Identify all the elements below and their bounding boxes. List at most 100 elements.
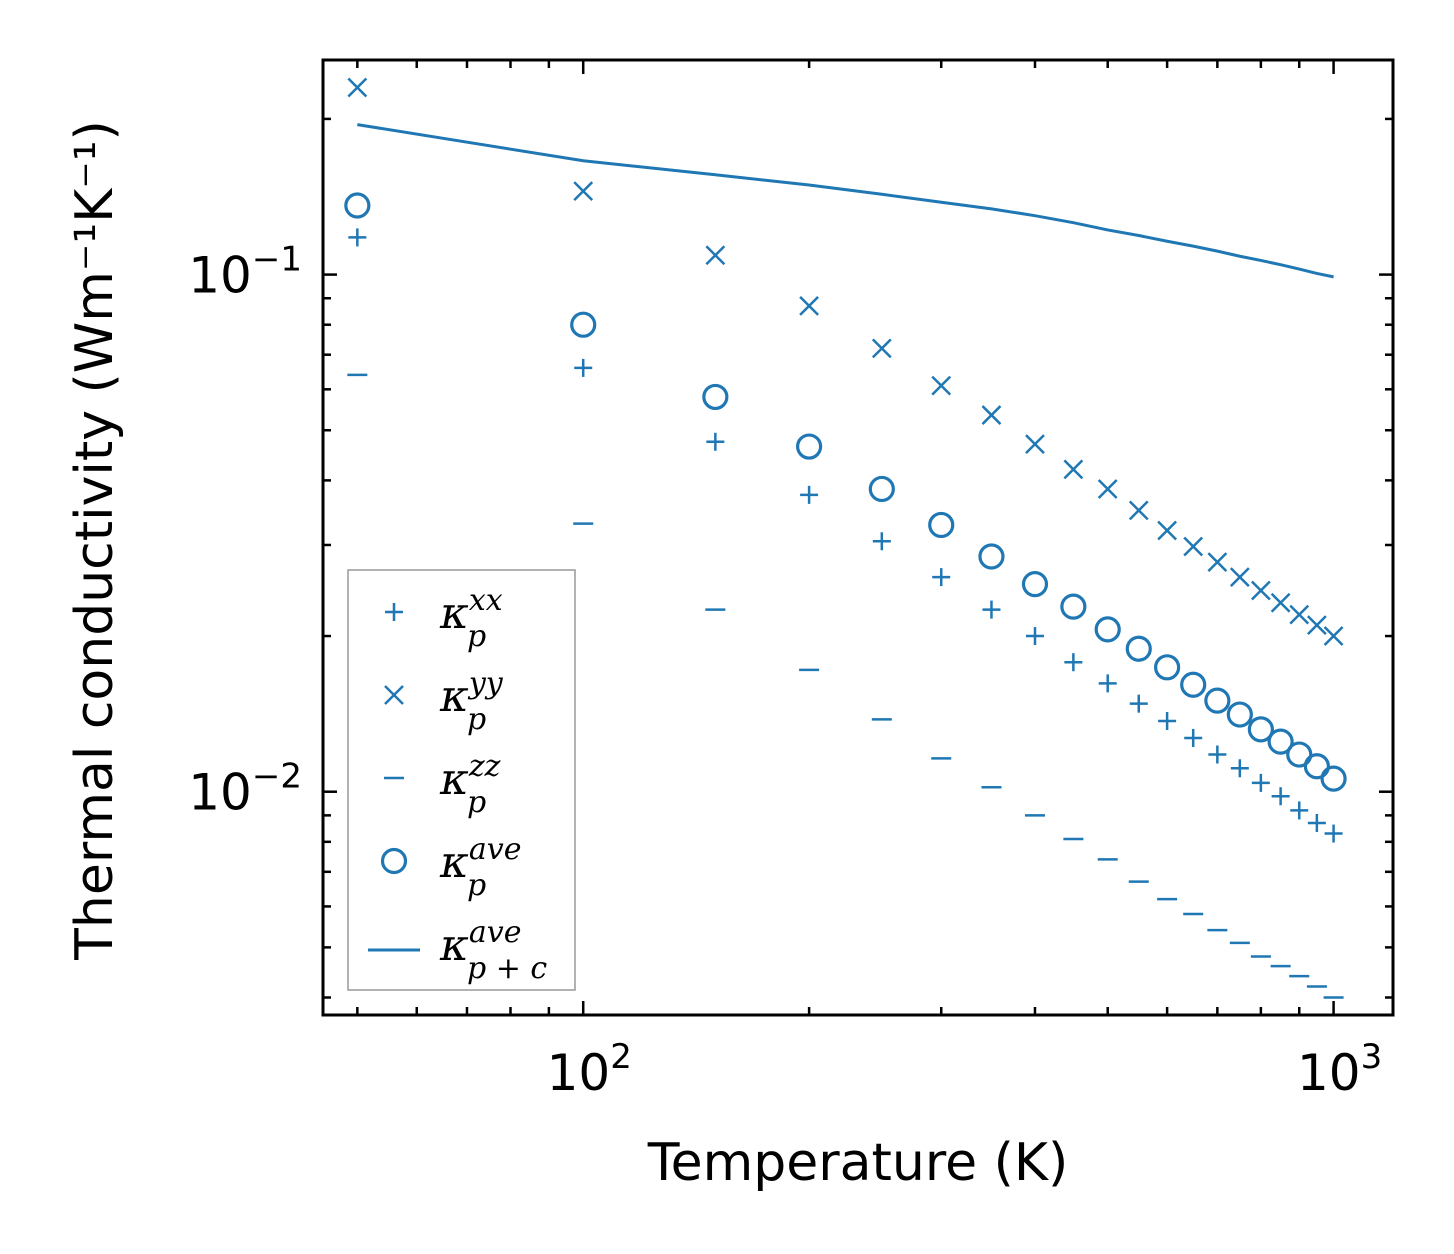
kappa_p_yy-point	[1025, 434, 1045, 455]
kappa_p_yy-point-d2	[1250, 580, 1271, 601]
x-tick-label: 102	[547, 1037, 632, 1102]
legend-label: κzz p	[439, 749, 501, 820]
legend-marker	[385, 603, 403, 621]
kappa_p_yy-point-d2	[1097, 479, 1118, 499]
kappa_p_ave-point	[1094, 616, 1121, 643]
kappa_p_xx-point	[1208, 745, 1227, 764]
kappa_p_yy-point	[1183, 536, 1204, 557]
kappa_p_yy-point-d2	[1270, 592, 1291, 613]
kappa_p_yy-point-d2	[799, 295, 819, 316]
legend-marker	[380, 847, 408, 875]
legend-item-kappa_p_zz: κzz p	[384, 749, 501, 820]
kappa_p_xx-point	[1230, 759, 1249, 778]
kappa_p_ave-point	[1060, 593, 1087, 620]
kappa_p_yy-point	[1207, 552, 1228, 572]
kappa_p_yy-point	[1128, 500, 1149, 521]
legend-box	[347, 569, 576, 991]
y-axis-label: Thermal conductivity (Wm⁻¹K⁻¹)	[65, 120, 125, 961]
kappa_p_yy-point	[1270, 592, 1291, 613]
kappa_p_xx-point	[1158, 712, 1177, 731]
kappa_p_yy-point-d2	[1207, 552, 1228, 572]
legend-item-kappa_p_ave: κave p	[380, 832, 521, 903]
kappa_p_yy-point-d2	[347, 77, 368, 98]
kappa_p_xx-point	[1324, 824, 1343, 843]
kappa_p_xx-point	[1098, 674, 1117, 693]
series-kappa_pc_ave	[357, 123, 1334, 279]
kappa_p_ave-point	[1247, 716, 1274, 743]
kappa_p_yy-point	[1250, 580, 1271, 601]
kappa_p_yy-point	[1229, 567, 1250, 588]
legend-label: κyy p	[439, 666, 504, 737]
kappa_p_yy-point-d2	[931, 375, 952, 396]
legend-label: κxx p	[439, 583, 503, 654]
kappa_p_xx-point	[348, 228, 367, 247]
kappa_p_ave-point	[1320, 765, 1347, 792]
kappa_p_yy-point	[931, 375, 952, 396]
series-kappa_p_xx	[348, 228, 1343, 843]
y-tick-label: 10−1	[188, 240, 302, 305]
legend-marker	[384, 685, 404, 705]
kappa_p_xx-point	[1271, 787, 1290, 806]
kappa_p_xx-point	[1064, 653, 1083, 672]
kappa_p_yy-point-d2	[1323, 626, 1344, 646]
kappa_p_xx-point	[706, 432, 725, 451]
kappa_p_xx-point	[1184, 729, 1203, 748]
plot-series	[344, 77, 1347, 999]
kappa_p_xx-point	[1025, 627, 1044, 646]
kappa_p_ave-point	[1303, 753, 1330, 780]
kappa_p_xx-point	[1307, 813, 1326, 832]
kappa_p_yy-point-d2	[573, 181, 594, 202]
legend-item-kappa_pc_ave: κave p + c	[368, 915, 547, 986]
kappa_p_yy-point	[799, 295, 819, 316]
kappa_p_yy-point	[705, 245, 726, 266]
kappa_p_ave-point	[702, 383, 729, 411]
kappa_p_ave-point	[796, 433, 823, 460]
kappa_p_ave-point	[1154, 654, 1181, 681]
kappa_p_ave-point	[1180, 671, 1207, 698]
legend-label: κave p + c	[439, 915, 547, 986]
kappa_p_xx-point	[1290, 801, 1309, 820]
kappa_p_yy-point	[1097, 479, 1118, 499]
legend-marker-d2	[384, 685, 404, 705]
kappa_p_yy-point	[1323, 626, 1344, 646]
kappa_p_yy-point	[573, 181, 594, 202]
kappa_p_xx-point	[982, 600, 1001, 619]
kappa_p_yy-point-d2	[1063, 459, 1084, 480]
kappa_p_ave-point	[1267, 728, 1294, 755]
x-tick-label: 103	[1297, 1037, 1382, 1102]
kappa_p_yy-point-d2	[1183, 536, 1204, 557]
kappa_p_yy-point	[1157, 520, 1178, 541]
kappa_p_ave-point	[1286, 741, 1313, 768]
legend-items: κxx p κyy p κzz p κave p κave p + c	[368, 583, 547, 986]
kappa_p_xx-point	[1129, 694, 1148, 713]
kappa_p_yy-point	[1289, 604, 1310, 625]
series-kappa_p_ave	[344, 192, 1347, 792]
kappa_p_ave-point	[570, 311, 597, 338]
kappa_p_ave-point	[344, 192, 371, 219]
kappa_p_yy-point-d2	[871, 338, 892, 359]
kappa_p_xx-point	[800, 485, 819, 504]
kappa_p_yy-point	[1306, 615, 1327, 635]
kappa_p_xx-point	[872, 532, 891, 551]
kappa_p_ave-point	[928, 511, 955, 539]
kappa_p_yy-point-d2	[1157, 520, 1178, 541]
kappa_p_ave-point	[1125, 635, 1152, 662]
kappa_p_yy-point-d2	[1128, 500, 1149, 521]
series-kappa_p_yy	[347, 77, 1344, 646]
kappa_p_yy-point-d2	[1229, 567, 1250, 588]
series-kappa_p_zz	[347, 373, 1344, 999]
kappa_p_xx-point	[574, 358, 593, 377]
kappa_p_yy-point	[1063, 459, 1084, 480]
kappa_pc_ave-line	[357, 123, 1334, 279]
legend-item-kappa_p_xx: κxx p	[385, 583, 503, 654]
y-tick-label: 10−2	[188, 757, 302, 822]
legend-item-kappa_p_yy: κyy p	[384, 666, 504, 737]
kappa_p_yy-point-d2	[1025, 434, 1045, 455]
kappa_p_ave-point	[1021, 571, 1049, 598]
kappa_p_yy-point-d2	[981, 405, 1002, 425]
kappa_p_xx-point	[932, 568, 951, 587]
kappa_p_ave-point	[868, 475, 895, 503]
legend-label: κave p	[439, 832, 521, 903]
kappa_p_ave-point	[978, 543, 1005, 570]
